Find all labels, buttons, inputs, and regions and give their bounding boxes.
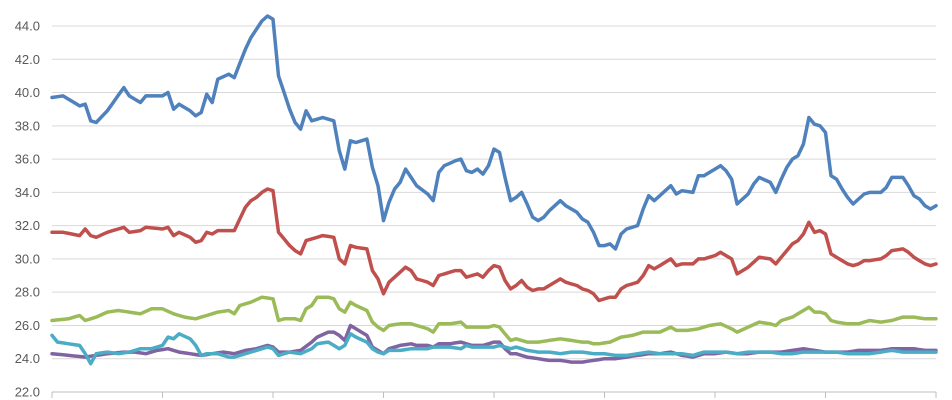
y-tick-label: 42.0 xyxy=(15,52,40,67)
y-tick-label: 22.0 xyxy=(15,385,40,400)
y-tick-label: 36.0 xyxy=(15,152,40,167)
series-line-3 xyxy=(50,295,938,346)
y-tick-label: 28.0 xyxy=(15,285,40,300)
y-tick-label: 34.0 xyxy=(15,185,40,200)
y-tick-label: 26.0 xyxy=(15,318,40,333)
series-line-4 xyxy=(50,323,938,364)
series-line-2 xyxy=(50,187,938,303)
y-tick-label: 30.0 xyxy=(15,251,40,266)
series-line-5 xyxy=(50,332,938,366)
series-group xyxy=(50,14,938,366)
y-tick-label: 24.0 xyxy=(15,351,40,366)
gridlines xyxy=(52,25,936,393)
y-axis: 22.0 24.0 26.0 28.0 30.0 32.0 34.0 36.0 38.0 40.0… xyxy=(15,19,40,400)
x-axis xyxy=(51,392,937,398)
y-tick-label: 44.0 xyxy=(15,19,40,34)
y-tick-label: 40.0 xyxy=(15,85,40,100)
y-tick-label: 38.0 xyxy=(15,118,40,133)
series-line-1 xyxy=(50,14,938,251)
y-tick-label: 32.0 xyxy=(15,218,40,233)
